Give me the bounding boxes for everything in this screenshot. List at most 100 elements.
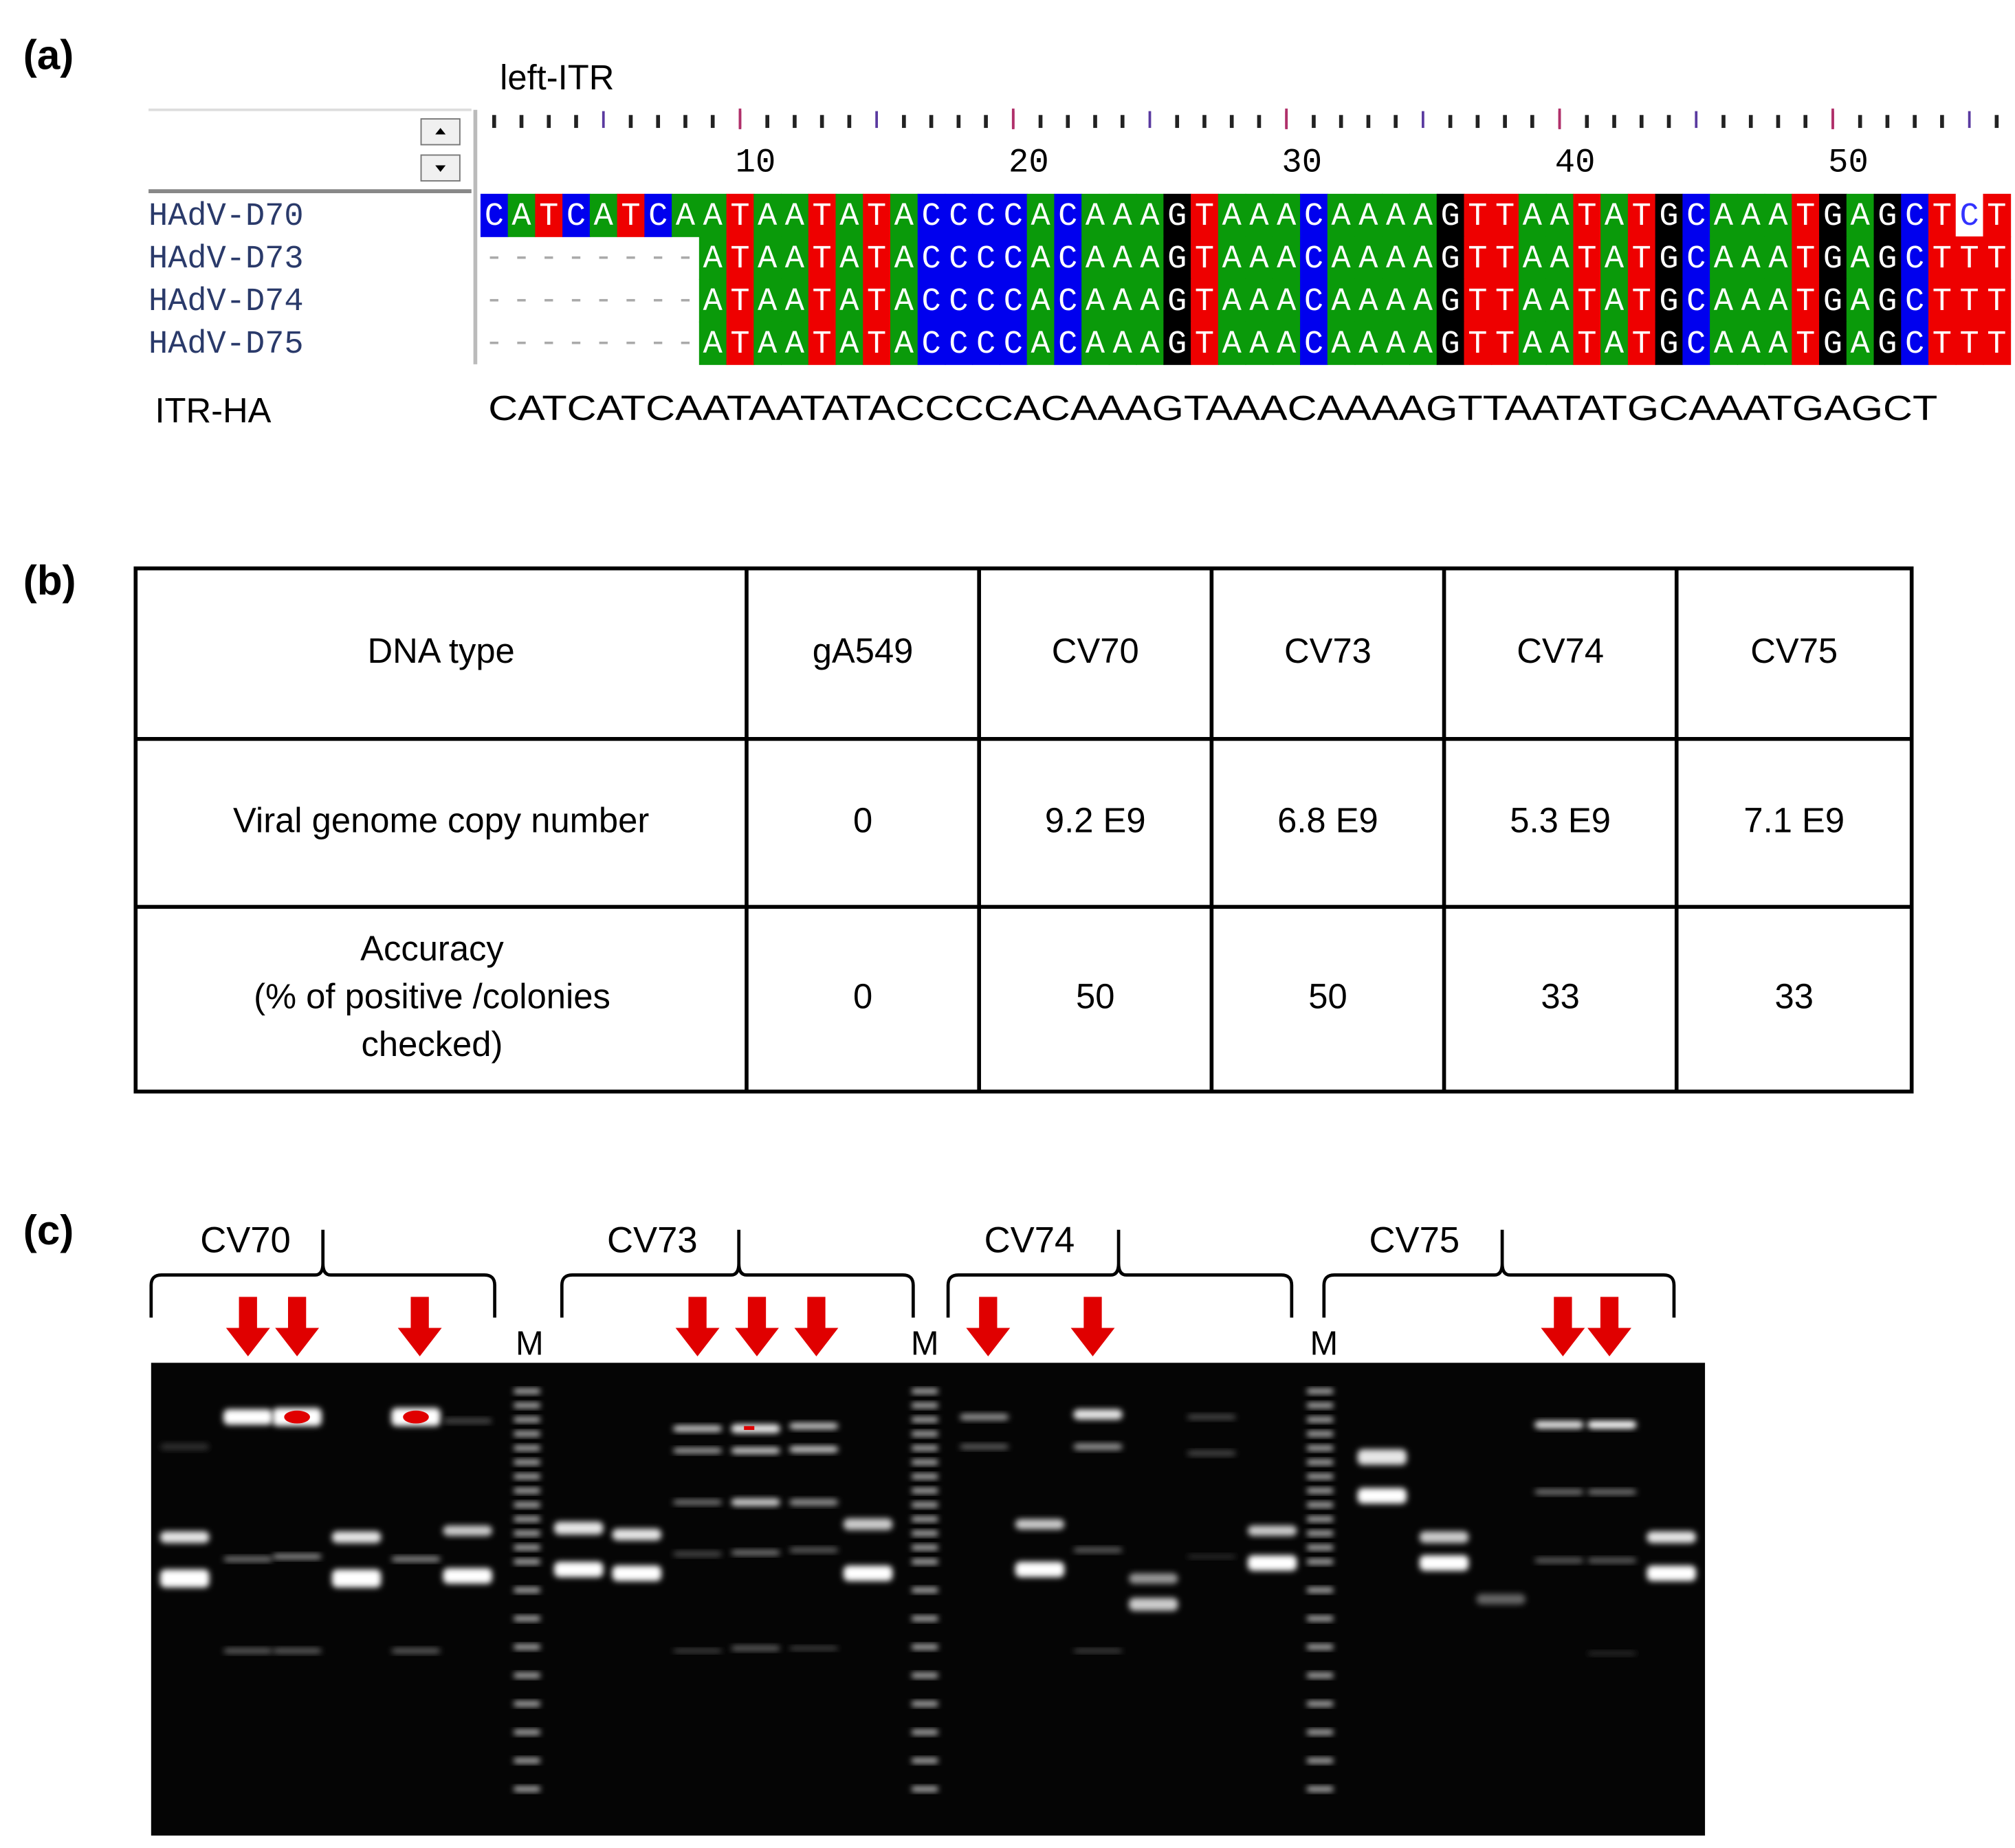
base-char: C — [976, 284, 995, 320]
marker-label: M — [1310, 1326, 1338, 1363]
base-cell — [1819, 321, 1847, 365]
gel-band — [443, 1418, 492, 1424]
base-cell — [1846, 236, 1875, 280]
base-char: C — [1686, 199, 1706, 235]
gel-band — [789, 1547, 839, 1553]
base-char: T — [1468, 284, 1487, 320]
gap-char: - — [540, 283, 558, 318]
base-char: A — [1550, 199, 1570, 235]
base-char: T — [621, 199, 640, 235]
ladder-band — [1307, 1673, 1333, 1678]
gel-band — [272, 1648, 322, 1653]
base-char: T — [867, 199, 886, 235]
table-cell: 50 — [1308, 977, 1347, 1016]
gel-band — [223, 1556, 273, 1562]
base-char: A — [1031, 199, 1050, 235]
gap-char: - — [485, 240, 503, 276]
base-cell — [1600, 193, 1629, 237]
base-char: C — [1304, 199, 1323, 235]
ladder-band — [912, 1431, 938, 1437]
base-cell — [1600, 278, 1629, 322]
ruler-label: 40 — [1555, 144, 1596, 182]
base-cell — [698, 321, 727, 365]
base-cell — [1873, 278, 1902, 322]
base-char: A — [1332, 284, 1352, 320]
base-char: T — [1933, 327, 1952, 363]
base-cell — [1136, 321, 1165, 365]
marker-label: M — [911, 1326, 939, 1363]
ladder-band — [912, 1402, 938, 1409]
base-cell — [1300, 193, 1328, 237]
base-cell — [1081, 321, 1110, 365]
base-char: G — [1823, 241, 1842, 278]
group-label: CV70 — [200, 1220, 291, 1260]
gel-band — [1587, 1651, 1637, 1656]
base-cell — [1983, 193, 2012, 237]
base-char: A — [839, 284, 859, 320]
base-char: T — [1933, 284, 1952, 320]
base-char: T — [813, 327, 832, 363]
base-char: G — [1823, 327, 1842, 363]
base-cell — [1491, 321, 1519, 365]
base-cell — [672, 193, 700, 237]
base-cell — [1901, 321, 1929, 365]
base-char: A — [1031, 241, 1050, 278]
base-cell — [863, 278, 891, 322]
base-char: C — [1905, 241, 1924, 278]
base-cell — [1382, 193, 1410, 237]
base-char: A — [1249, 199, 1269, 235]
base-char: G — [1878, 327, 1897, 363]
marker-label: M — [516, 1326, 544, 1363]
base-cell — [1054, 236, 1083, 280]
ladder-band — [514, 1516, 540, 1522]
base-cell — [1026, 278, 1055, 322]
base-cell — [1573, 236, 1602, 280]
gel-band — [443, 1568, 492, 1584]
base-char: A — [1086, 327, 1105, 363]
gel-band — [1073, 1547, 1123, 1553]
base-cell — [753, 193, 782, 237]
base-cell — [945, 278, 973, 322]
base-cell — [1409, 236, 1438, 280]
base-char: A — [1523, 241, 1543, 278]
base-char: A — [703, 284, 723, 320]
red-arrow — [735, 1297, 779, 1356]
base-cell — [1273, 236, 1301, 280]
base-char: C — [949, 284, 968, 320]
gel-band — [789, 1646, 839, 1651]
base-char: T — [867, 241, 886, 278]
ladder-band — [1307, 1460, 1333, 1465]
base-cell — [1928, 193, 1957, 237]
base-char: C — [566, 199, 586, 235]
gel-band — [1015, 1519, 1065, 1530]
gel-band — [272, 1554, 322, 1559]
base-char: A — [1550, 284, 1570, 320]
base-cell — [1955, 236, 1984, 280]
base-char: A — [758, 284, 778, 320]
ladder-band — [912, 1545, 938, 1550]
base-cell — [1081, 193, 1110, 237]
table-cell: CV75 — [1750, 631, 1838, 670]
base-char: T — [1987, 284, 2006, 320]
base-cell — [1737, 321, 1765, 365]
red-arrow — [675, 1297, 720, 1356]
base-char: C — [976, 241, 995, 278]
base-char: T — [1796, 199, 1815, 235]
gel-band — [1129, 1573, 1178, 1584]
base-char: A — [1386, 284, 1406, 320]
gel-band — [223, 1409, 273, 1425]
gel-band — [443, 1525, 492, 1537]
base-cell — [1873, 321, 1902, 365]
base-cell — [1354, 236, 1383, 280]
base-char: A — [1413, 284, 1433, 320]
base-cell — [1545, 236, 1574, 280]
ladder-band — [514, 1673, 540, 1678]
gel-band — [1073, 1649, 1123, 1653]
ladder-band — [912, 1701, 938, 1707]
gap-char: - — [621, 283, 640, 318]
base-char: G — [1823, 284, 1842, 320]
gel-band — [159, 1569, 210, 1588]
base-cell — [1108, 278, 1137, 322]
base-char: T — [1632, 199, 1651, 235]
base-char: G — [1659, 284, 1678, 320]
